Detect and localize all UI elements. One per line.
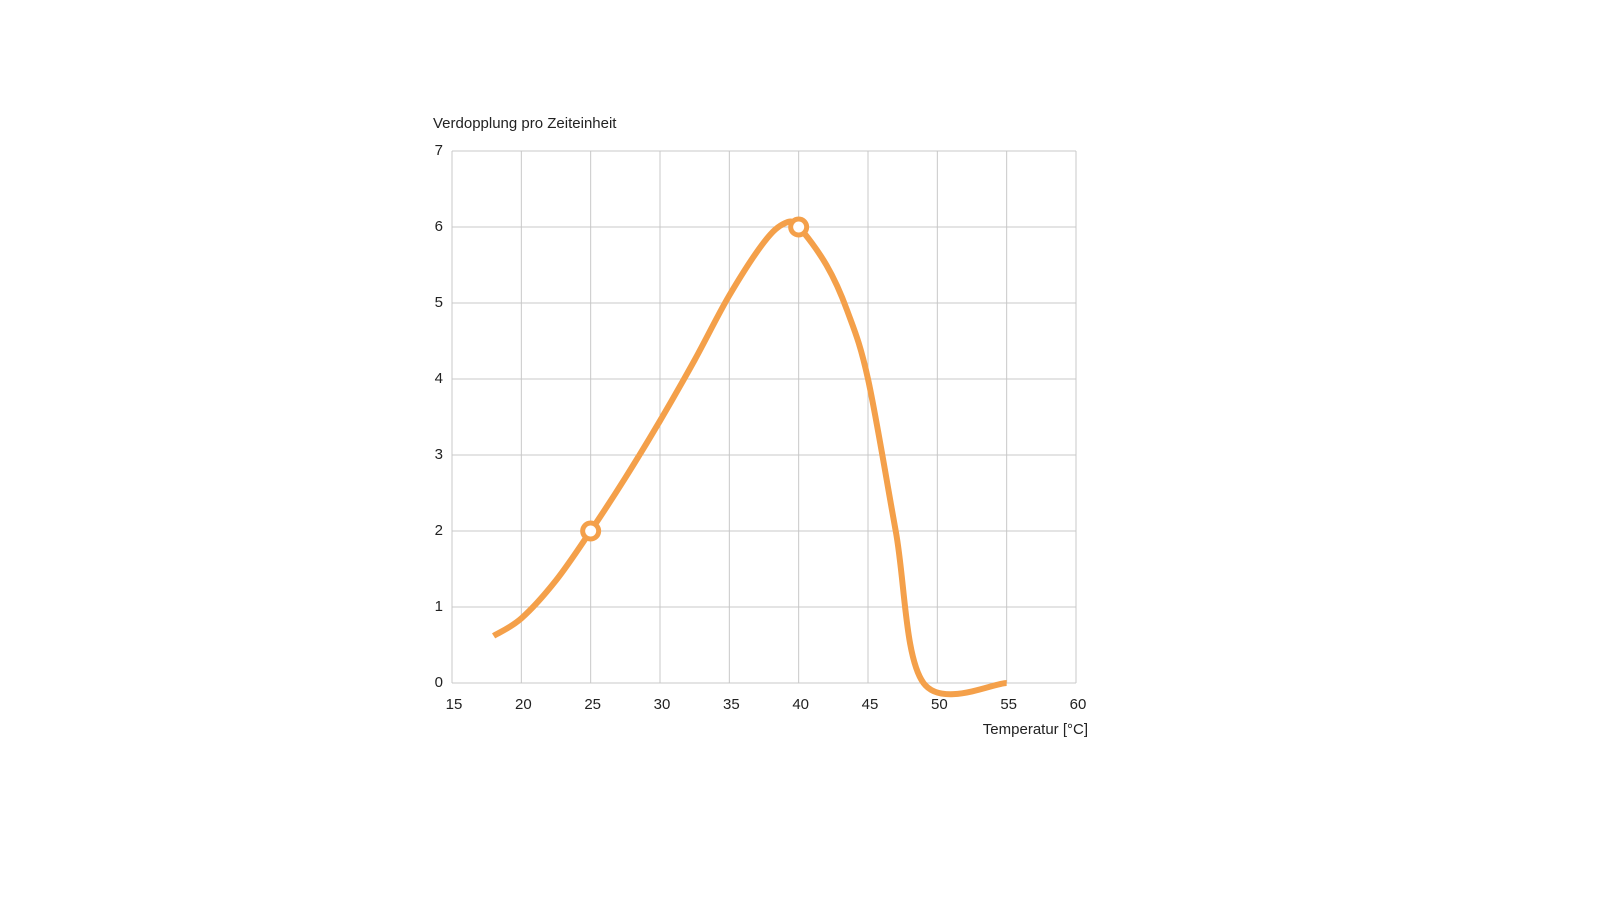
x-tick-label: 20 bbox=[515, 696, 532, 713]
x-tick-label: 30 bbox=[654, 696, 671, 713]
x-tick-label: 35 bbox=[723, 696, 740, 713]
x-axis-title: Temperatur [°C] bbox=[983, 721, 1088, 738]
point-marker bbox=[580, 520, 602, 542]
y-tick-label: 2 bbox=[435, 522, 443, 539]
y-tick-label: 0 bbox=[435, 674, 443, 691]
x-tick-label: 55 bbox=[1000, 696, 1017, 713]
y-tick-label: 5 bbox=[435, 294, 443, 311]
x-tick-label: 45 bbox=[862, 696, 879, 713]
y-tick-label: 3 bbox=[435, 446, 443, 463]
x-tick-label: 50 bbox=[931, 696, 948, 713]
y-tick-label: 6 bbox=[435, 218, 443, 235]
x-tick-label: 15 bbox=[446, 696, 463, 713]
x-tick-label: 40 bbox=[792, 696, 809, 713]
data-line bbox=[492, 218, 1007, 698]
y-tick-label: 4 bbox=[435, 370, 443, 387]
point-marker bbox=[788, 216, 810, 238]
x-tick-label: 25 bbox=[584, 696, 601, 713]
y-tick-label: 1 bbox=[435, 598, 443, 615]
y-axis-title: Verdopplung pro Zeiteinheit bbox=[433, 115, 617, 132]
x-tick-label: 60 bbox=[1070, 696, 1087, 713]
y-tick-label: 7 bbox=[435, 142, 443, 159]
